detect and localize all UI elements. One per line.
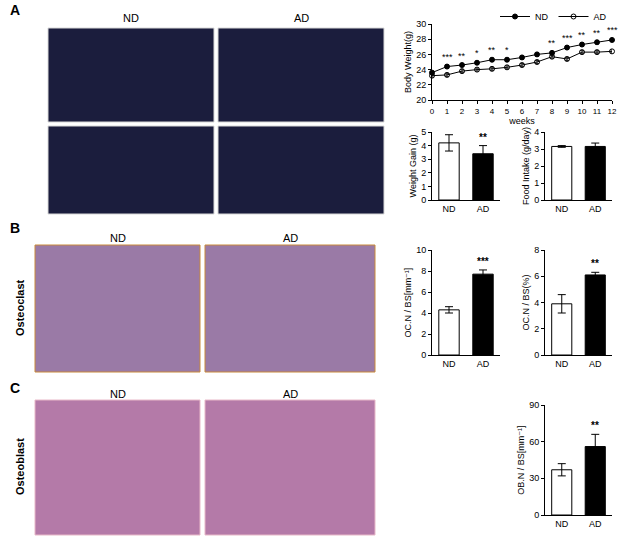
svg-text:0: 0 [534, 350, 539, 360]
svg-text:9: 9 [565, 107, 570, 116]
svg-text:ND: ND [123, 12, 139, 24]
svg-text:OB.N / BS[mm⁻¹]: OB.N / BS[mm⁻¹] [516, 425, 526, 494]
svg-text:4: 4 [421, 141, 426, 151]
svg-text:ND: ND [110, 388, 126, 400]
svg-text:5: 5 [421, 127, 426, 137]
svg-text:60: 60 [529, 437, 539, 447]
svg-text:2: 2 [534, 161, 539, 171]
svg-text:4: 4 [490, 107, 495, 116]
svg-text:ND: ND [555, 519, 568, 529]
svg-text:10: 10 [416, 245, 426, 255]
svg-text:22: 22 [416, 80, 426, 90]
svg-text:1: 1 [445, 107, 450, 116]
svg-text:***: *** [607, 25, 618, 35]
svg-text:Food Intake (g/day): Food Intake (g/day) [521, 127, 531, 205]
svg-text:0: 0 [421, 350, 426, 360]
svg-text:**: ** [548, 38, 556, 48]
svg-text:**: ** [488, 45, 496, 55]
svg-text:Osteoblast: Osteoblast [14, 438, 26, 495]
svg-text:6: 6 [534, 271, 539, 281]
svg-text:OC.N / BS[mm⁻¹]: OC.N / BS[mm⁻¹] [403, 268, 413, 338]
svg-text:5: 5 [505, 107, 510, 116]
svg-text:2: 2 [460, 107, 465, 116]
svg-text:***: *** [562, 33, 573, 43]
svg-text:B: B [10, 220, 20, 236]
svg-text:C: C [10, 380, 20, 396]
svg-text:AD: AD [477, 359, 490, 369]
svg-text:2: 2 [534, 324, 539, 334]
svg-text:AD: AD [283, 388, 298, 400]
svg-text:11: 11 [593, 107, 602, 116]
svg-text:ND: ND [110, 232, 126, 244]
svg-text:**: ** [591, 258, 599, 269]
svg-text:1: 1 [534, 178, 539, 188]
svg-text:AD: AD [589, 204, 602, 214]
svg-text:30: 30 [529, 473, 539, 483]
svg-text:**: ** [578, 30, 586, 40]
svg-text:26: 26 [416, 50, 426, 60]
svg-text:0: 0 [534, 510, 539, 520]
svg-text:8: 8 [550, 107, 555, 116]
svg-text:*: * [475, 48, 479, 58]
svg-text:7: 7 [535, 107, 540, 116]
svg-text:ND: ND [555, 204, 568, 214]
svg-text:Osteoclast: Osteoclast [14, 279, 26, 336]
svg-text:1: 1 [421, 182, 426, 192]
svg-text:6: 6 [421, 287, 426, 297]
svg-text:weeks: weeks [508, 116, 535, 126]
svg-text:Weight Gain (g): Weight Gain (g) [408, 135, 418, 198]
svg-text:ND: ND [443, 359, 456, 369]
svg-text:90: 90 [529, 400, 539, 410]
svg-text:30: 30 [416, 19, 426, 29]
svg-text:**: ** [593, 28, 601, 38]
svg-text:AD: AD [477, 204, 490, 214]
svg-text:0: 0 [534, 195, 539, 205]
svg-text:ND: ND [555, 359, 568, 369]
svg-text:8: 8 [534, 245, 539, 255]
svg-text:AD: AD [594, 12, 607, 22]
svg-text:ND: ND [535, 12, 548, 22]
svg-text:24: 24 [416, 65, 426, 75]
svg-text:10: 10 [578, 107, 587, 116]
svg-text:AD: AD [294, 12, 309, 24]
svg-text:***: *** [442, 52, 453, 62]
svg-text:0: 0 [430, 107, 435, 116]
svg-text:Body Weight(g): Body Weight(g) [403, 31, 413, 93]
svg-text:A: A [10, 2, 20, 18]
svg-text:2: 2 [421, 329, 426, 339]
svg-text:ND: ND [443, 204, 456, 214]
svg-text:**: ** [458, 51, 466, 61]
svg-text:8: 8 [421, 266, 426, 276]
svg-text:*: * [505, 45, 509, 55]
svg-text:20: 20 [416, 95, 426, 105]
svg-text:4: 4 [421, 308, 426, 318]
svg-text:OC.N / BS(%): OC.N / BS(%) [521, 274, 531, 330]
svg-text:3: 3 [534, 144, 539, 154]
svg-text:0: 0 [421, 195, 426, 205]
svg-text:AD: AD [589, 519, 602, 529]
svg-text:3: 3 [421, 154, 426, 164]
svg-text:4: 4 [534, 298, 539, 308]
svg-text:**: ** [479, 132, 487, 143]
svg-text:4: 4 [534, 127, 539, 137]
svg-text:28: 28 [416, 34, 426, 44]
svg-text:3: 3 [475, 107, 480, 116]
svg-text:AD: AD [283, 232, 298, 244]
svg-text:***: *** [477, 256, 489, 267]
svg-text:6: 6 [520, 107, 525, 116]
svg-text:12: 12 [608, 107, 617, 116]
svg-text:2: 2 [421, 168, 426, 178]
svg-text:**: ** [591, 420, 599, 431]
svg-text:AD: AD [589, 359, 602, 369]
